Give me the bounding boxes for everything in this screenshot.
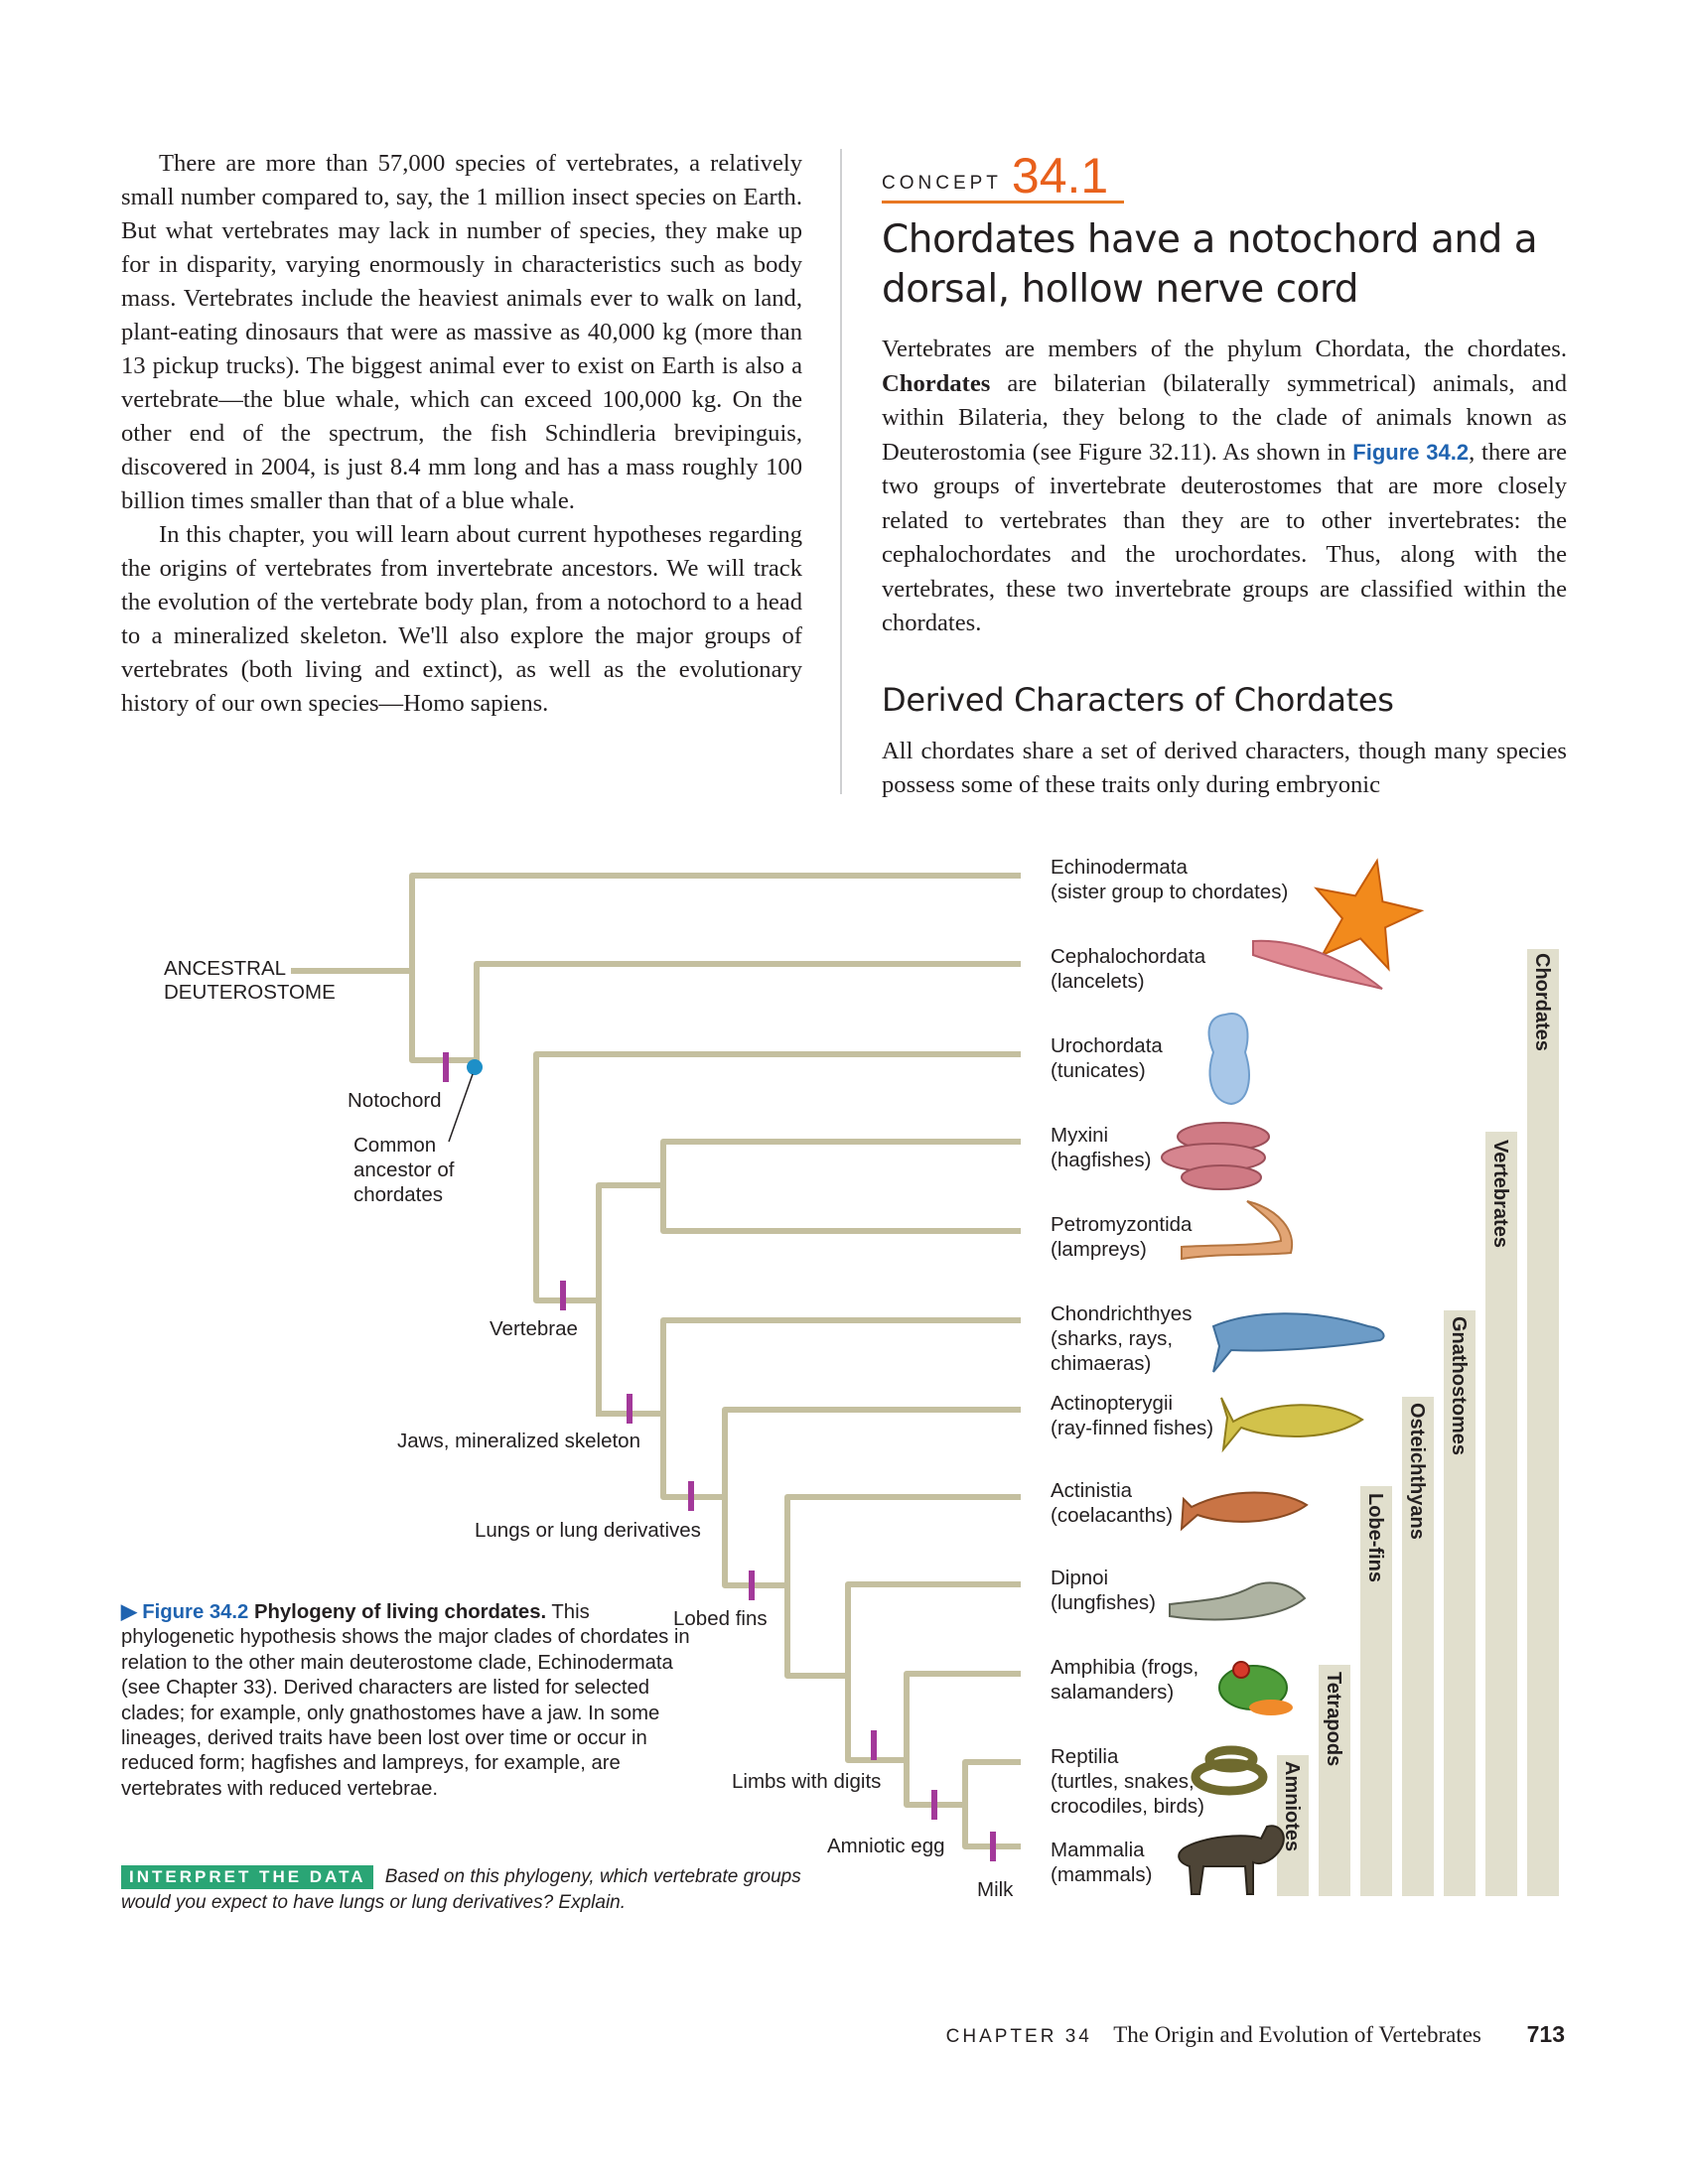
ray-finned-fish-illustration [1220, 1397, 1364, 1453]
taxon-common-name: chimaeras) [1051, 1352, 1151, 1375]
taxon-name: Actinistia [1051, 1479, 1133, 1502]
clade-label: Gnathostomes [1448, 1316, 1470, 1455]
intro-paragraph-2: In this chapter, you will learn about cu… [121, 521, 802, 717]
ancestor-pointer-line [448, 1073, 474, 1143]
taxon-common-name: (coelacanths) [1051, 1504, 1173, 1527]
lancelet-illustration [1252, 939, 1383, 990]
coelacanth-illustration [1180, 1491, 1309, 1532]
taxon-common-name: (turtles, snakes, [1051, 1770, 1195, 1793]
character-label-notochord: Notochord [348, 1089, 442, 1112]
taxon-name: Chondrichthyes [1051, 1302, 1192, 1325]
taxon-common-name: salamanders) [1051, 1681, 1174, 1704]
figure-reference-link[interactable]: Figure 34.2 [1352, 439, 1470, 465]
character-label-lungs: Lungs or lung derivatives [475, 1519, 701, 1542]
clade-label: Lobe-fins [1364, 1493, 1386, 1582]
concept-title: Chordates have a notochord and a dorsal,… [882, 217, 1538, 312]
taxon-name: Mammalia [1051, 1839, 1145, 1861]
column-divider [840, 149, 842, 794]
clade-bar-osteichthyans [1402, 1397, 1434, 1896]
shark-illustration [1211, 1312, 1385, 1373]
interpret-question: Based on this phylogeny, which vertebrat… [121, 1866, 801, 1913]
clade-bars: Chordates Vertebrates Gnathostomes Ostei… [1277, 949, 1559, 1896]
interpret-the-data: INTERPRET THE DATA Based on this phyloge… [121, 1864, 816, 1916]
taxon-common-name: (sharks, rays, [1051, 1327, 1173, 1350]
page-number: 713 [1526, 2021, 1565, 2047]
concept-body-text: Vertebrates are members of the phylum Ch… [882, 336, 1567, 362]
concept-body: Vertebrates are members of the phylum Ch… [882, 333, 1567, 641]
clade-label: Amniotes [1281, 1761, 1303, 1851]
taxon-name: Actinopterygii [1051, 1392, 1173, 1415]
taxon-name: Petromyzontida [1051, 1213, 1193, 1236]
term-chordates: Chordates [882, 369, 991, 397]
character-label-common-ancestor: chordates [353, 1183, 443, 1206]
footer-chapter: CHAPTER 34 [945, 2026, 1092, 2047]
taxon-common-name: crocodiles, birds) [1051, 1795, 1204, 1818]
taxon-name: Urochordata [1051, 1034, 1163, 1057]
snake-illustration [1191, 1745, 1268, 1796]
concept-body-text: are bilaterian (bilaterally symmetrical)… [882, 369, 1567, 466]
figure-caption: ▶ Figure 34.2 Phylogeny of living chorda… [121, 1600, 707, 1802]
taxon-common-name: (lampreys) [1051, 1238, 1147, 1261]
caption-figure-number: Figure 34.2 [142, 1601, 249, 1623]
caption-text: This phylogenetic hypothesis shows the m… [121, 1601, 690, 1800]
concept-body-text: , there are two groups of invertebrate d… [882, 438, 1568, 637]
concept-section: CONCEPT 34.1 Chordates have a notochord … [882, 151, 1567, 803]
taxon-name: Reptilia [1051, 1745, 1119, 1768]
taxon-common-name: (sister group to chordates) [1051, 881, 1288, 903]
character-label-common-ancestor: Common [353, 1134, 436, 1157]
clade-label: Osteichthyans [1406, 1403, 1428, 1540]
clade-bar-amniotes [1277, 1755, 1309, 1896]
clade-label: Chordates [1531, 953, 1553, 1051]
taxa-labels: Echinodermata (sister group to chordates… [1051, 856, 1288, 1886]
section-body: All chordates share a set of derived cha… [882, 737, 1567, 799]
concept-number: 34.1 [1011, 148, 1109, 204]
clade-bar-chordates [1527, 949, 1559, 1896]
interpret-badge: INTERPRET THE DATA [121, 1865, 374, 1889]
character-label-limbs: Limbs with digits [732, 1770, 881, 1793]
concept-banner: CONCEPT 34.1 [882, 151, 1124, 204]
taxon-common-name: (lancelets) [1051, 970, 1145, 993]
concept-label: CONCEPT [882, 173, 1002, 194]
clade-bar-lobe-fins [1360, 1486, 1392, 1896]
page-footer: CHAPTER 34 The Origin and Evolution of V… [946, 2021, 1565, 2048]
taxon-name: Cephalochordata [1051, 945, 1206, 968]
taxon-name: Dipnoi [1051, 1567, 1108, 1589]
root-label: DEUTEROSTOME [164, 981, 336, 1004]
taxon-common-name: (hagfishes) [1051, 1149, 1151, 1171]
intro-paragraph-1: There are more than 57,000 species of ve… [121, 150, 802, 514]
clade-label: Vertebrates [1489, 1140, 1511, 1248]
lungfish-illustration [1169, 1581, 1307, 1621]
root-label: ANCESTRAL [164, 957, 286, 980]
character-label-common-ancestor: ancestor of [353, 1159, 455, 1181]
footer-title: The Origin and Evolution of Vertebrates [1113, 2022, 1481, 2047]
clade-label: Tetrapods [1323, 1672, 1344, 1766]
caption-title: Phylogeny of living chordates. [253, 1601, 547, 1623]
taxon-common-name: (tunicates) [1051, 1059, 1146, 1082]
character-label-milk: Milk [977, 1878, 1014, 1901]
character-label-vertebrae: Vertebrae [490, 1317, 578, 1340]
character-label-amniotic-egg: Amniotic egg [827, 1835, 945, 1857]
frog-illustration [1218, 1661, 1293, 1715]
clade-bar-gnathostomes [1444, 1310, 1476, 1896]
lamprey-illustration [1181, 1200, 1294, 1261]
hagfish-illustration [1161, 1122, 1270, 1190]
clade-bar-vertebrates [1485, 1132, 1517, 1896]
clade-bar-tetrapods [1319, 1665, 1350, 1896]
taxon-name: Echinodermata [1051, 856, 1188, 879]
wildebeest-illustration [1178, 1825, 1285, 1895]
taxon-common-name: (lungfishes) [1051, 1591, 1156, 1614]
common-ancestor-dot [467, 1059, 483, 1075]
animal-illustrations [1161, 858, 1425, 1895]
taxon-common-name: (mammals) [1051, 1863, 1153, 1886]
caption-arrow-icon: ▶ [121, 1601, 137, 1623]
taxon-name: Amphibia (frogs, [1051, 1656, 1198, 1679]
intro-text: There are more than 57,000 species of ve… [121, 147, 802, 721]
tunicate-illustration [1207, 1013, 1250, 1106]
character-label-jaws: Jaws, mineralized skeleton [397, 1430, 640, 1452]
section-heading: Derived Characters of Chordates [882, 680, 1394, 719]
taxon-common-name: (ray-finned fishes) [1051, 1417, 1213, 1439]
sea-star-illustration [1314, 858, 1425, 972]
taxon-name: Myxini [1051, 1124, 1108, 1147]
